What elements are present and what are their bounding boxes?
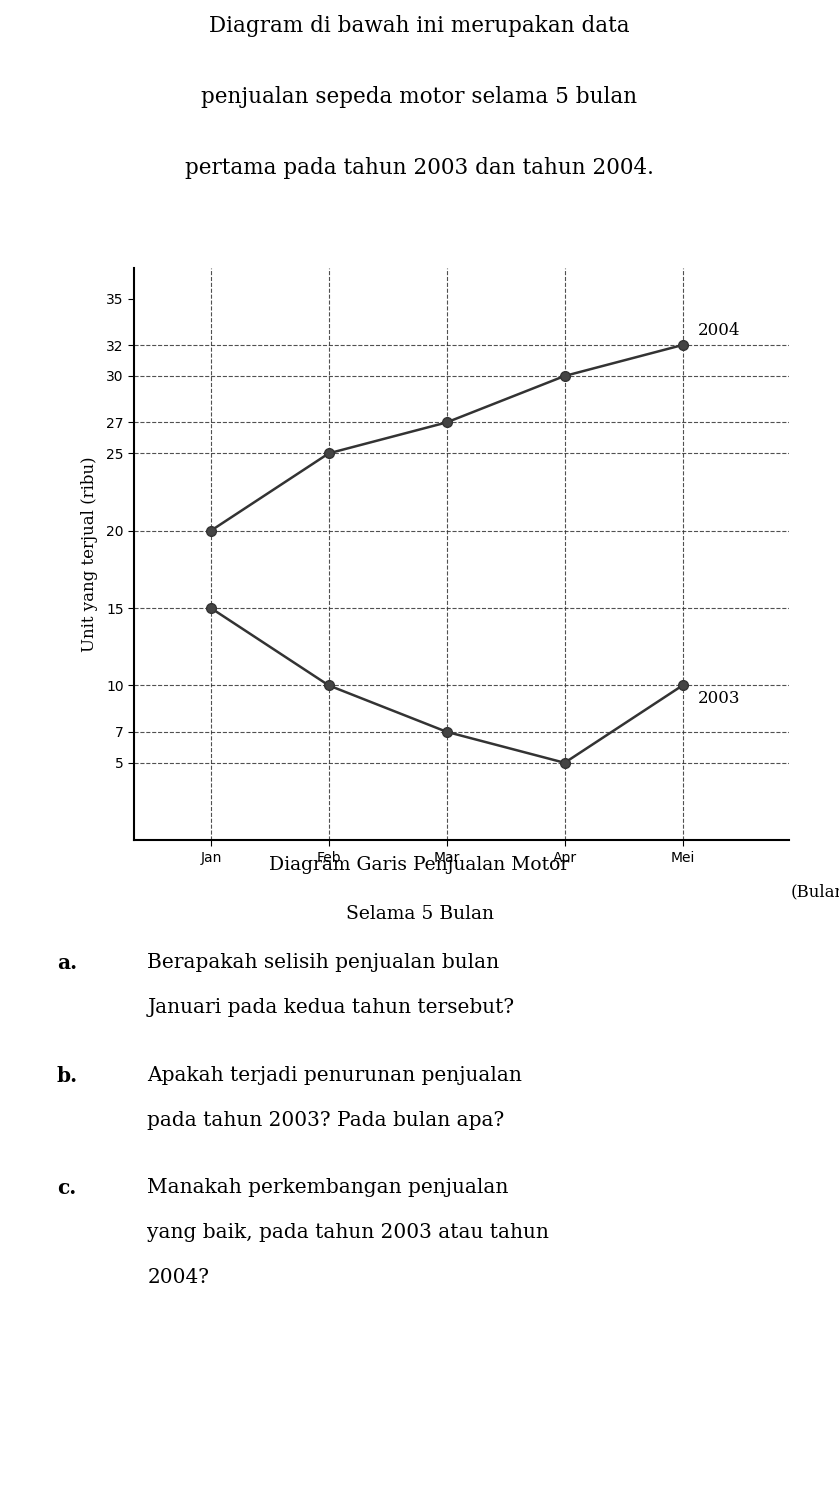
Text: c.: c.: [57, 1178, 76, 1199]
Text: Diagram Garis Penjualan Motor: Diagram Garis Penjualan Motor: [269, 857, 570, 874]
Text: 2004?: 2004?: [148, 1268, 210, 1288]
Text: Januari pada kedua tahun tersebut?: Januari pada kedua tahun tersebut?: [148, 998, 514, 1017]
Text: (Bulan): (Bulan): [791, 883, 839, 901]
Text: a.: a.: [57, 953, 77, 974]
Text: pertama pada tahun 2003 dan tahun 2004.: pertama pada tahun 2003 dan tahun 2004.: [185, 158, 654, 178]
Text: pada tahun 2003? Pada bulan apa?: pada tahun 2003? Pada bulan apa?: [148, 1111, 505, 1130]
Y-axis label: Unit yang terjual (ribu): Unit yang terjual (ribu): [81, 457, 98, 651]
Text: yang baik, pada tahun 2003 atau tahun: yang baik, pada tahun 2003 atau tahun: [148, 1222, 550, 1242]
Text: Diagram di bawah ini merupakan data: Diagram di bawah ini merupakan data: [209, 15, 630, 37]
Text: Selama 5 Bulan: Selama 5 Bulan: [346, 904, 493, 923]
Text: Manakah perkembangan penjualan: Manakah perkembangan penjualan: [148, 1178, 508, 1197]
Text: Berapakah selisih penjualan bulan: Berapakah selisih penjualan bulan: [148, 953, 499, 972]
Text: 2003: 2003: [698, 690, 740, 706]
Text: b.: b.: [57, 1066, 78, 1086]
Text: Apakah terjadi penurunan penjualan: Apakah terjadi penurunan penjualan: [148, 1066, 523, 1084]
Text: penjualan sepeda motor selama 5 bulan: penjualan sepeda motor selama 5 bulan: [201, 86, 638, 109]
Text: 2004: 2004: [698, 321, 740, 339]
